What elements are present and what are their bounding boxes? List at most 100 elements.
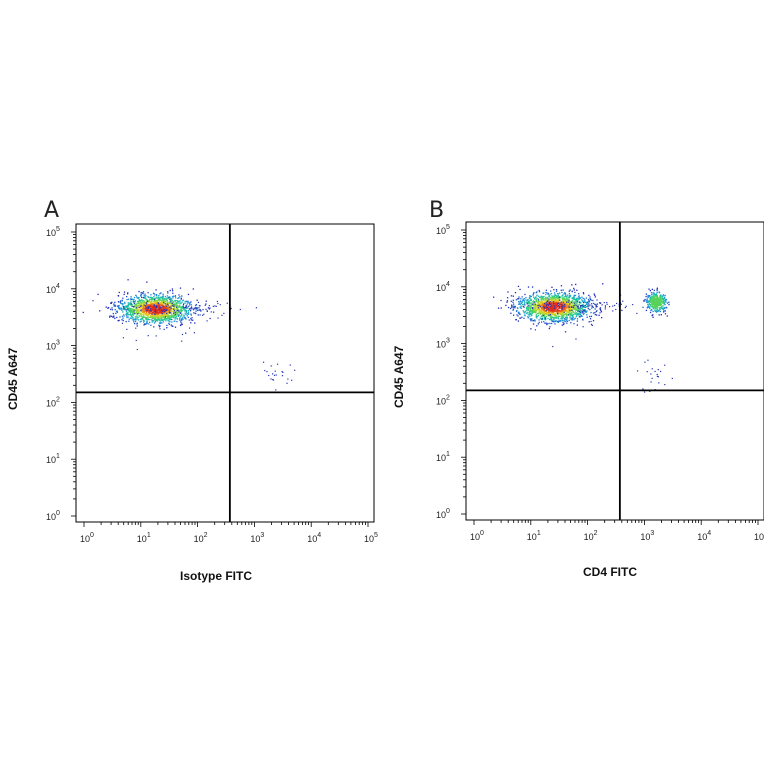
event-dot bbox=[130, 304, 132, 306]
event-dot bbox=[512, 301, 514, 303]
event-dot bbox=[510, 295, 513, 297]
event-dot bbox=[662, 299, 665, 301]
event-dot bbox=[656, 303, 658, 305]
event-dot bbox=[146, 313, 148, 315]
event-dot bbox=[183, 308, 185, 311]
event-dot bbox=[564, 318, 566, 320]
event-dot bbox=[166, 301, 168, 303]
event-dot bbox=[650, 309, 652, 312]
event-dot bbox=[126, 315, 128, 317]
event-dot bbox=[142, 312, 145, 314]
event-dot bbox=[531, 318, 533, 320]
event-dot bbox=[580, 305, 582, 308]
event-dot bbox=[529, 315, 531, 317]
event-dot bbox=[215, 305, 217, 308]
event-dot bbox=[132, 314, 134, 316]
event-dot bbox=[570, 312, 572, 314]
y-tick-label: 100 bbox=[436, 508, 450, 520]
event-dot bbox=[565, 310, 567, 312]
event-dot bbox=[569, 303, 571, 305]
event-dot bbox=[553, 303, 556, 305]
event-dot bbox=[545, 315, 547, 318]
event-dot bbox=[534, 319, 536, 321]
event-dot bbox=[172, 314, 174, 317]
event-dot bbox=[642, 306, 644, 308]
event-dot bbox=[168, 322, 170, 324]
event-dot bbox=[542, 306, 544, 308]
event-dot bbox=[658, 309, 660, 312]
event-dot bbox=[146, 309, 148, 312]
event-dot bbox=[656, 308, 658, 310]
event-dot bbox=[551, 302, 553, 304]
event-dot bbox=[155, 318, 157, 321]
event-dot bbox=[124, 306, 126, 308]
event-dot bbox=[183, 302, 185, 305]
event-dot bbox=[117, 305, 119, 307]
event-dot bbox=[576, 305, 578, 307]
event-dot bbox=[526, 307, 529, 309]
event-dot bbox=[161, 310, 163, 312]
event-dot bbox=[594, 311, 596, 314]
event-dot bbox=[127, 279, 129, 281]
event-dot bbox=[557, 311, 560, 313]
event-dot bbox=[536, 308, 538, 310]
event-dot bbox=[552, 310, 555, 312]
event-dot bbox=[548, 302, 551, 304]
event-dot bbox=[636, 312, 638, 315]
event-dot bbox=[180, 308, 182, 311]
event-dot bbox=[512, 305, 514, 307]
event-dot bbox=[537, 303, 539, 305]
event-dot bbox=[665, 301, 667, 303]
event-dot bbox=[137, 306, 140, 309]
event-dot bbox=[168, 305, 170, 307]
event-dot bbox=[545, 300, 548, 302]
event-dot bbox=[569, 316, 571, 318]
event-dot bbox=[167, 310, 169, 312]
event-dot bbox=[529, 308, 531, 311]
event-dot bbox=[181, 333, 184, 336]
event-dot bbox=[144, 305, 147, 307]
event-dot bbox=[164, 317, 166, 319]
event-dot bbox=[157, 302, 160, 305]
event-dot bbox=[178, 313, 180, 315]
event-dot bbox=[582, 292, 585, 294]
event-dot bbox=[137, 301, 140, 304]
event-dot bbox=[530, 320, 532, 322]
event-dot bbox=[150, 308, 152, 310]
event-dot bbox=[538, 291, 541, 293]
event-dot bbox=[582, 310, 584, 312]
event-dot bbox=[506, 301, 508, 303]
event-dot bbox=[596, 310, 598, 312]
event-dot bbox=[533, 303, 535, 306]
event-dot bbox=[544, 303, 546, 305]
event-dot bbox=[148, 312, 151, 314]
event-dot bbox=[590, 299, 592, 301]
event-dot bbox=[582, 311, 585, 313]
event-dot bbox=[532, 294, 534, 296]
event-dot bbox=[150, 308, 152, 311]
event-dot bbox=[524, 293, 526, 296]
event-dot bbox=[148, 309, 150, 311]
event-dot bbox=[272, 378, 274, 381]
event-dot bbox=[158, 317, 160, 319]
event-dot bbox=[564, 300, 566, 303]
event-dot bbox=[549, 307, 551, 309]
event-dot bbox=[151, 319, 153, 321]
event-dot bbox=[552, 313, 555, 315]
event-dot bbox=[540, 304, 542, 307]
event-dot bbox=[197, 314, 199, 316]
event-dot bbox=[184, 300, 186, 303]
event-dot bbox=[188, 327, 191, 329]
event-dot bbox=[186, 315, 188, 317]
event-dot bbox=[544, 303, 547, 305]
event-dot bbox=[160, 309, 163, 311]
event-dot bbox=[124, 307, 126, 310]
event-dot bbox=[558, 313, 560, 315]
event-dot bbox=[142, 321, 145, 323]
event-dot bbox=[657, 376, 660, 378]
event-dot bbox=[554, 320, 557, 323]
event-dot bbox=[155, 293, 158, 296]
event-dot bbox=[551, 296, 554, 298]
event-dot bbox=[517, 320, 520, 322]
